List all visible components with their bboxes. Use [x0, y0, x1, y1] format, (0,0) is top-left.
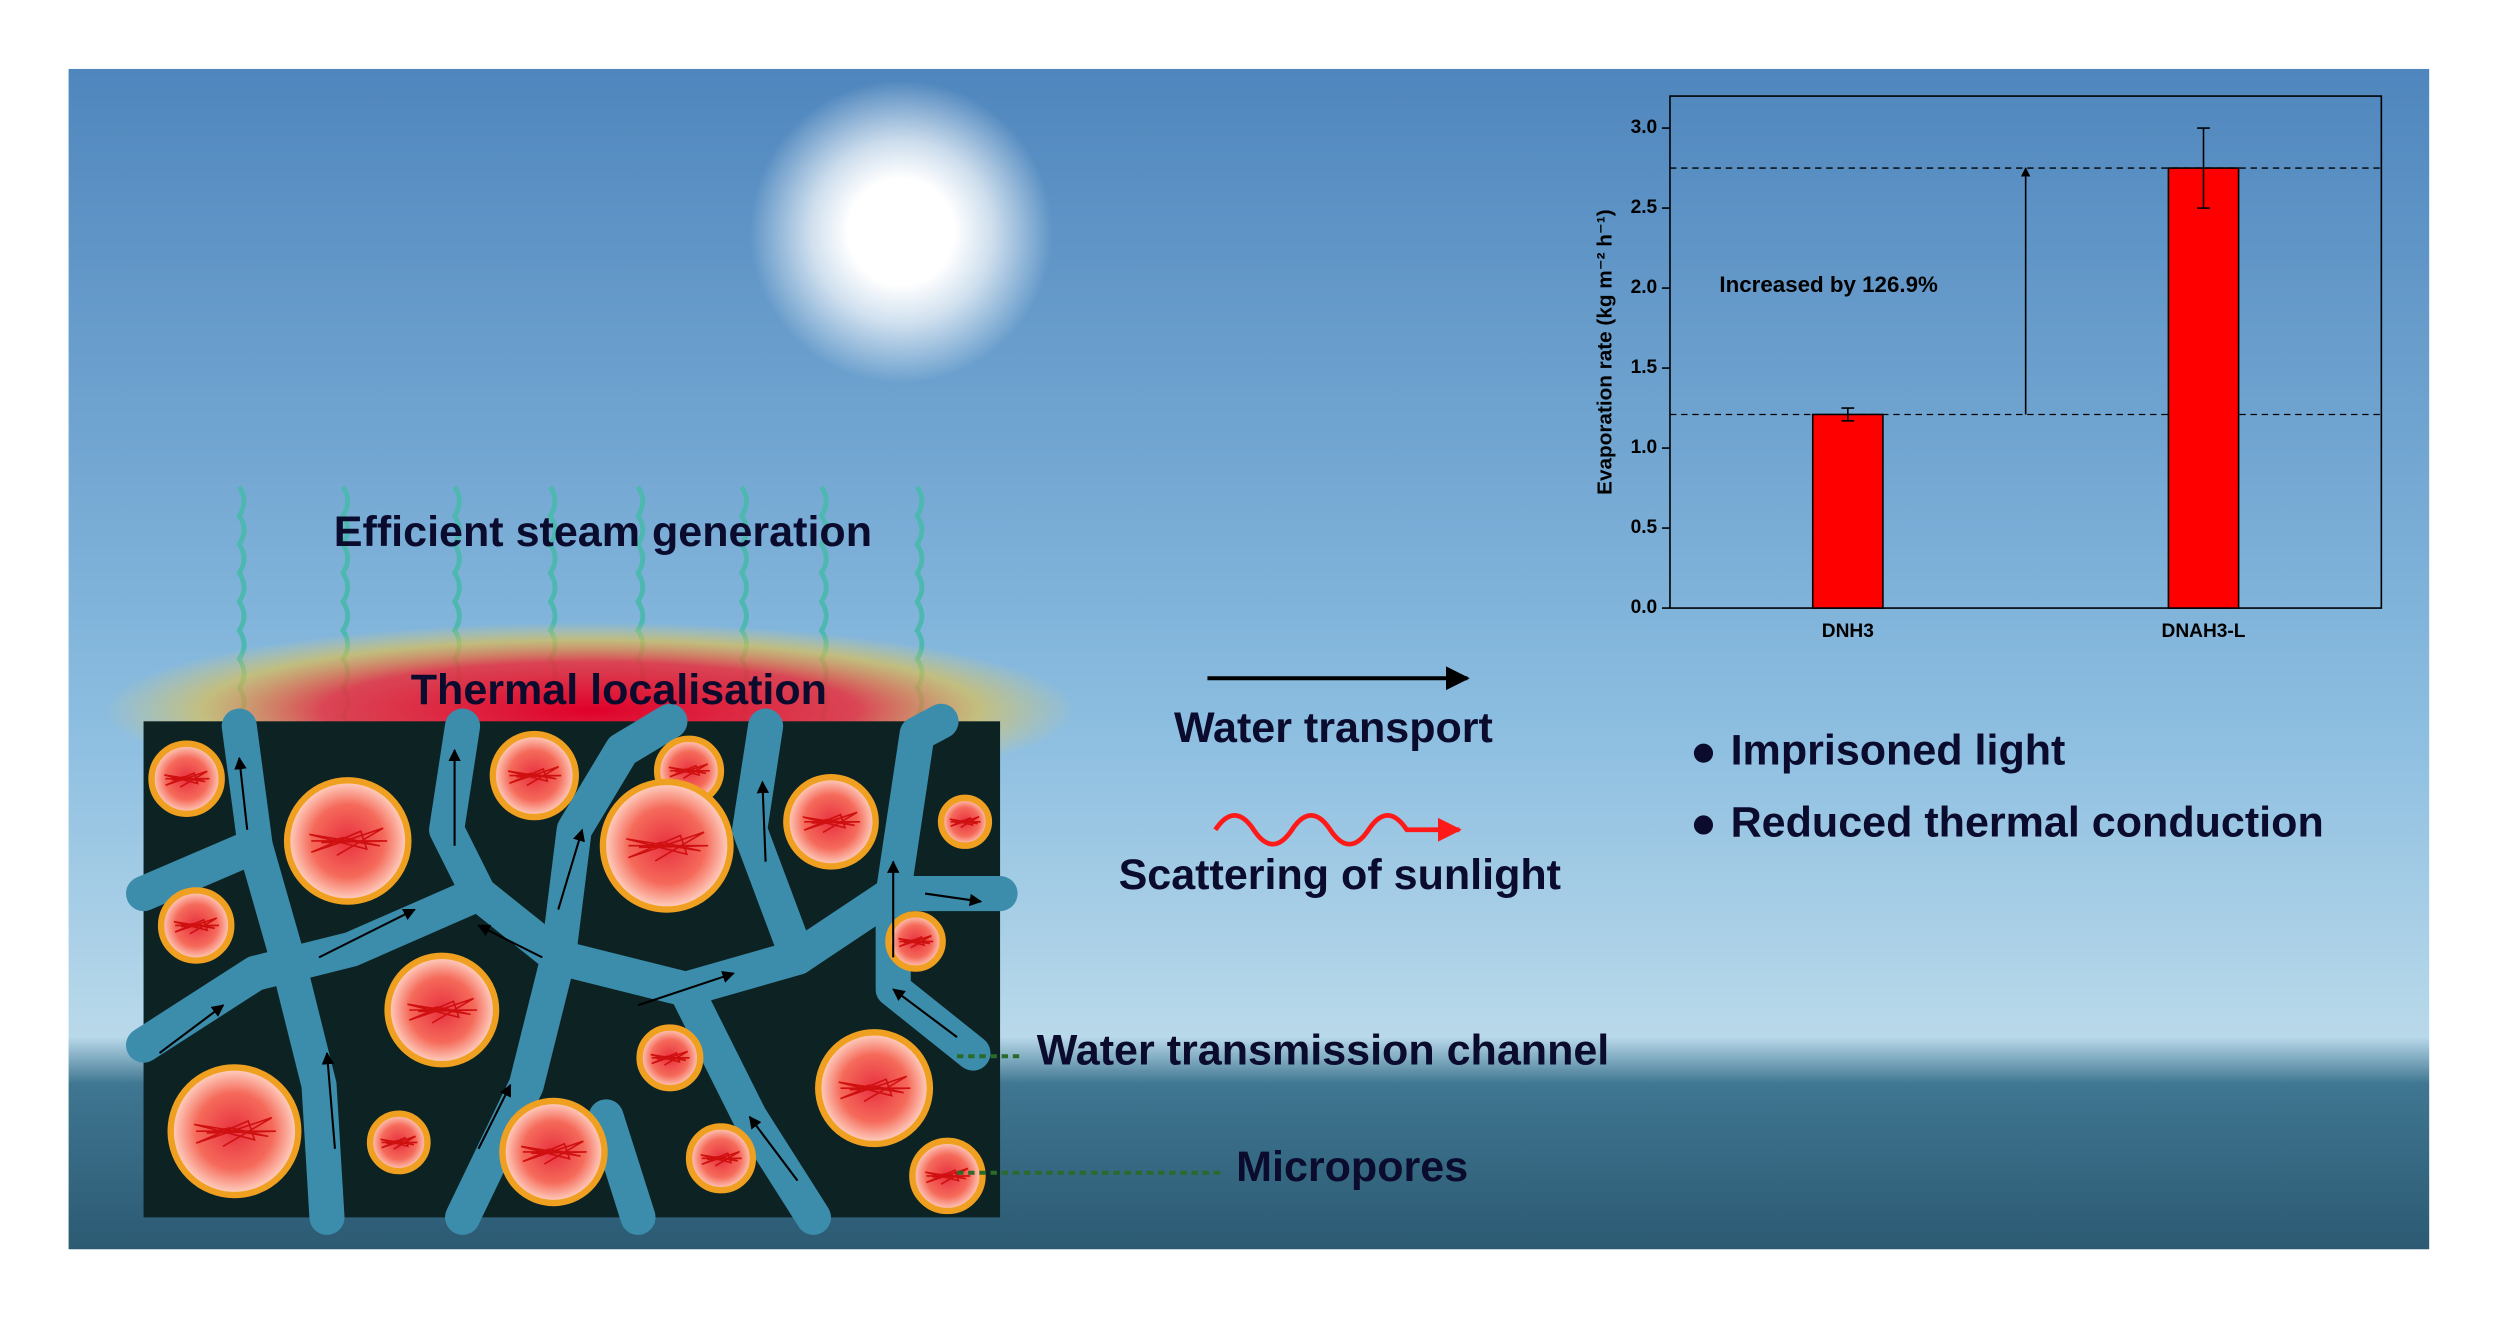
channels	[126, 703, 1018, 1235]
light-path	[407, 997, 478, 1024]
light-path	[898, 934, 934, 949]
channel-label: Water transmission channel	[1037, 1026, 1610, 1074]
y-tick-label: 2.0	[1631, 277, 1658, 298]
annotation: Increased by 126.9%	[1719, 272, 1938, 297]
light-path	[380, 1135, 418, 1150]
plot-frame	[1669, 95, 2383, 609]
light-path	[802, 811, 861, 834]
light-path	[700, 1150, 742, 1167]
micropores-label: Micropores	[1236, 1143, 1468, 1191]
y-tick-label: 1.5	[1631, 357, 1658, 378]
y-tick-label: 0.5	[1631, 517, 1658, 538]
light-path	[949, 815, 981, 829]
bullet	[1693, 743, 1714, 763]
light-path	[309, 827, 388, 857]
y-tick-label: 3.0	[1631, 117, 1658, 138]
x-tick-label: DNH3	[1822, 621, 1874, 642]
bar	[1811, 413, 1884, 609]
light-path	[507, 765, 562, 787]
x-tick-label: DNAH3-L	[2162, 621, 2246, 642]
legend-label: Scattering of sunlight	[1119, 851, 1561, 899]
light-path	[626, 831, 709, 862]
bar-chart: 0.0 0.5 1.0 1.5 2.0 2.5 3.0 Evaporation rate (k…	[1594, 95, 2383, 642]
y-axis-label: Evaporation rate (kg m⁻² h⁻¹)	[1594, 209, 1617, 495]
sun	[749, 80, 1053, 384]
y-tick-label: 0.0	[1631, 597, 1658, 618]
light-path	[193, 1116, 276, 1148]
highlight: Reduced thermal conduction	[1731, 798, 2324, 846]
light-path	[650, 1050, 690, 1066]
y-tick-label: 1.0	[1631, 437, 1658, 458]
light-path	[164, 770, 210, 788]
bullet	[1693, 815, 1714, 835]
pores	[148, 730, 993, 1215]
light-path	[925, 1167, 971, 1185]
light-path	[838, 1075, 911, 1103]
flow-arrows	[158, 748, 983, 1182]
scatter-arrow	[1213, 813, 1462, 847]
light-path	[173, 917, 220, 935]
legend-label: Water transport	[1174, 704, 1493, 752]
light-path	[520, 1140, 587, 1165]
highlight: Imprisoned light	[1731, 727, 2066, 775]
y-tick-label: 2.5	[1631, 197, 1658, 218]
steam-label: Efficient steam generation	[334, 508, 872, 556]
bar	[2167, 167, 2240, 609]
thermal-label: Thermal localisation	[411, 666, 827, 714]
light-path	[668, 763, 710, 780]
